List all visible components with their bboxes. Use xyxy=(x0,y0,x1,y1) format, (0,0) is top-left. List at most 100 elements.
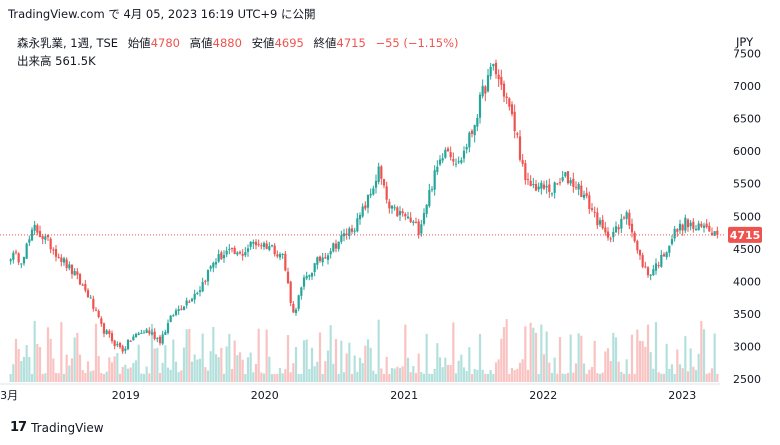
candle-body xyxy=(404,213,407,217)
volume-bar xyxy=(438,357,442,382)
volume-bar xyxy=(460,354,463,382)
volume-bar xyxy=(30,373,34,382)
candle-body xyxy=(521,160,524,164)
candle-body xyxy=(46,234,50,238)
candle-body xyxy=(180,308,183,310)
volume-bar xyxy=(430,373,434,382)
candle-body xyxy=(38,231,42,238)
candle-body xyxy=(265,243,268,249)
candle-body xyxy=(252,241,255,244)
candle-body xyxy=(65,259,68,268)
volume-bar xyxy=(228,333,231,382)
candle-body xyxy=(284,253,287,271)
candle-body xyxy=(670,239,674,245)
low-label: 安値 xyxy=(251,36,275,50)
candle-body xyxy=(428,190,431,207)
symbol-label[interactable]: 森永乳業, 1週, TSE xyxy=(17,36,119,50)
candle-body xyxy=(302,277,306,287)
volume-bar xyxy=(566,372,570,382)
volume-bar xyxy=(580,335,583,382)
volume-bar xyxy=(348,342,351,382)
candle-body xyxy=(145,329,148,333)
candle-body xyxy=(438,159,442,165)
candle-body xyxy=(398,211,402,216)
candle-body xyxy=(326,255,330,260)
candle-body xyxy=(308,275,311,277)
volume-bar xyxy=(588,369,591,382)
volume-bar xyxy=(526,369,530,382)
time-axis[interactable]: 3月 2019 2020 2021 2022 2023 xyxy=(0,383,720,402)
candle-body xyxy=(638,249,642,256)
currency-label[interactable]: JPY xyxy=(736,35,754,49)
candle-body xyxy=(470,130,474,134)
candle-body xyxy=(84,283,87,291)
candle-body xyxy=(28,239,31,243)
candle-body xyxy=(153,331,156,339)
candle-body xyxy=(12,252,15,260)
candle-body xyxy=(382,179,386,186)
volume-bar xyxy=(268,356,271,382)
volume-bar xyxy=(510,367,514,382)
low-value: 4695 xyxy=(274,36,304,50)
candle-body xyxy=(484,86,487,94)
candle-body xyxy=(97,310,100,318)
candle-body xyxy=(172,315,175,317)
candle-body xyxy=(318,256,322,261)
candle-body xyxy=(78,274,82,285)
volume-bar xyxy=(574,363,578,382)
candle-body xyxy=(76,271,79,275)
candle-body xyxy=(468,132,471,148)
candle-body xyxy=(9,259,12,262)
candle-body xyxy=(14,251,18,253)
candle-body xyxy=(444,149,447,158)
candle-body xyxy=(126,339,130,350)
volume-bar xyxy=(476,369,479,382)
candle-body xyxy=(561,177,564,181)
candle-body xyxy=(92,298,95,309)
volume-bar xyxy=(422,373,426,382)
volume-bar xyxy=(417,353,420,382)
volume-bar xyxy=(94,323,98,382)
candle-body xyxy=(188,301,191,303)
candle-body xyxy=(313,263,316,272)
candle-body xyxy=(598,220,602,225)
candle-body xyxy=(25,243,28,259)
volume-bar xyxy=(153,348,156,382)
volume-bar xyxy=(257,328,260,382)
candle-body xyxy=(425,204,428,214)
candle-body xyxy=(612,231,615,238)
volume-bar xyxy=(276,373,279,382)
candle-body xyxy=(214,262,218,265)
candle-body xyxy=(148,330,151,334)
candle-body xyxy=(182,306,186,311)
candle-body xyxy=(118,343,122,348)
volume-bar xyxy=(278,368,282,382)
candle-body xyxy=(377,166,380,182)
volume-bar xyxy=(126,368,130,382)
volume-bar xyxy=(646,324,650,382)
candle-body xyxy=(329,251,332,255)
candle-body xyxy=(273,245,276,255)
volume-bar xyxy=(446,365,450,382)
candle-body xyxy=(601,219,604,229)
price-axis[interactable]: 7500 7000 6500 6000 5500 5000 4500 4000 3500 3000… xyxy=(733,47,761,386)
candle-body xyxy=(286,271,290,284)
candle-body xyxy=(380,166,383,179)
volume-bar xyxy=(470,373,474,382)
volume-bar xyxy=(585,373,588,382)
candle-body xyxy=(564,172,567,177)
volume-bar xyxy=(420,372,423,382)
volume-bar xyxy=(225,346,228,382)
candle-body xyxy=(164,332,167,335)
volume-bar xyxy=(356,371,359,382)
volume-bar xyxy=(697,353,700,382)
volume-bar xyxy=(105,371,108,382)
candle-body xyxy=(572,178,575,187)
volume-bar xyxy=(388,373,391,382)
candle-body xyxy=(668,245,671,253)
candle-body xyxy=(366,194,370,208)
volume-bar xyxy=(710,368,714,382)
candle-body xyxy=(198,290,202,293)
candle-body xyxy=(454,163,458,165)
